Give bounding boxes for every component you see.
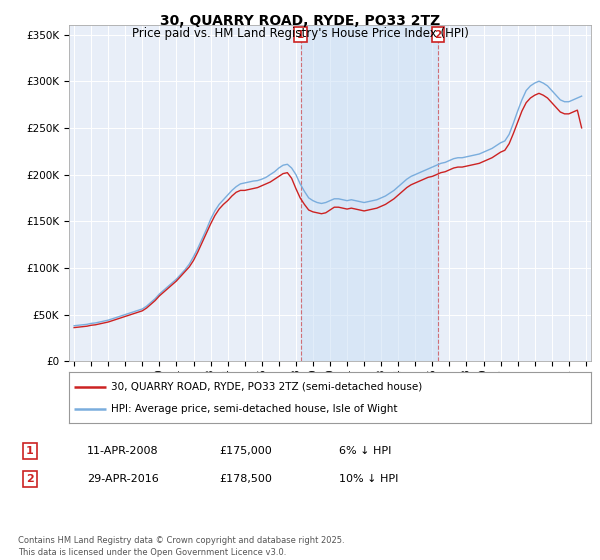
Text: 1: 1 bbox=[297, 30, 304, 40]
Text: 10% ↓ HPI: 10% ↓ HPI bbox=[339, 474, 398, 484]
Text: Contains HM Land Registry data © Crown copyright and database right 2025.
This d: Contains HM Land Registry data © Crown c… bbox=[18, 536, 344, 557]
Bar bbox=[301, 25, 438, 361]
Text: 2: 2 bbox=[434, 30, 442, 40]
Text: 29-APR-2016: 29-APR-2016 bbox=[87, 474, 159, 484]
Text: 2: 2 bbox=[26, 474, 34, 484]
Text: 6% ↓ HPI: 6% ↓ HPI bbox=[339, 446, 391, 456]
Text: HPI: Average price, semi-detached house, Isle of Wight: HPI: Average price, semi-detached house,… bbox=[111, 404, 397, 414]
Text: £178,500: £178,500 bbox=[219, 474, 272, 484]
Text: 11-APR-2008: 11-APR-2008 bbox=[87, 446, 158, 456]
Text: 30, QUARRY ROAD, RYDE, PO33 2TZ (semi-detached house): 30, QUARRY ROAD, RYDE, PO33 2TZ (semi-de… bbox=[111, 381, 422, 391]
Text: 30, QUARRY ROAD, RYDE, PO33 2TZ: 30, QUARRY ROAD, RYDE, PO33 2TZ bbox=[160, 14, 440, 28]
Text: Price paid vs. HM Land Registry's House Price Index (HPI): Price paid vs. HM Land Registry's House … bbox=[131, 27, 469, 40]
Text: £175,000: £175,000 bbox=[219, 446, 272, 456]
Text: 1: 1 bbox=[26, 446, 34, 456]
